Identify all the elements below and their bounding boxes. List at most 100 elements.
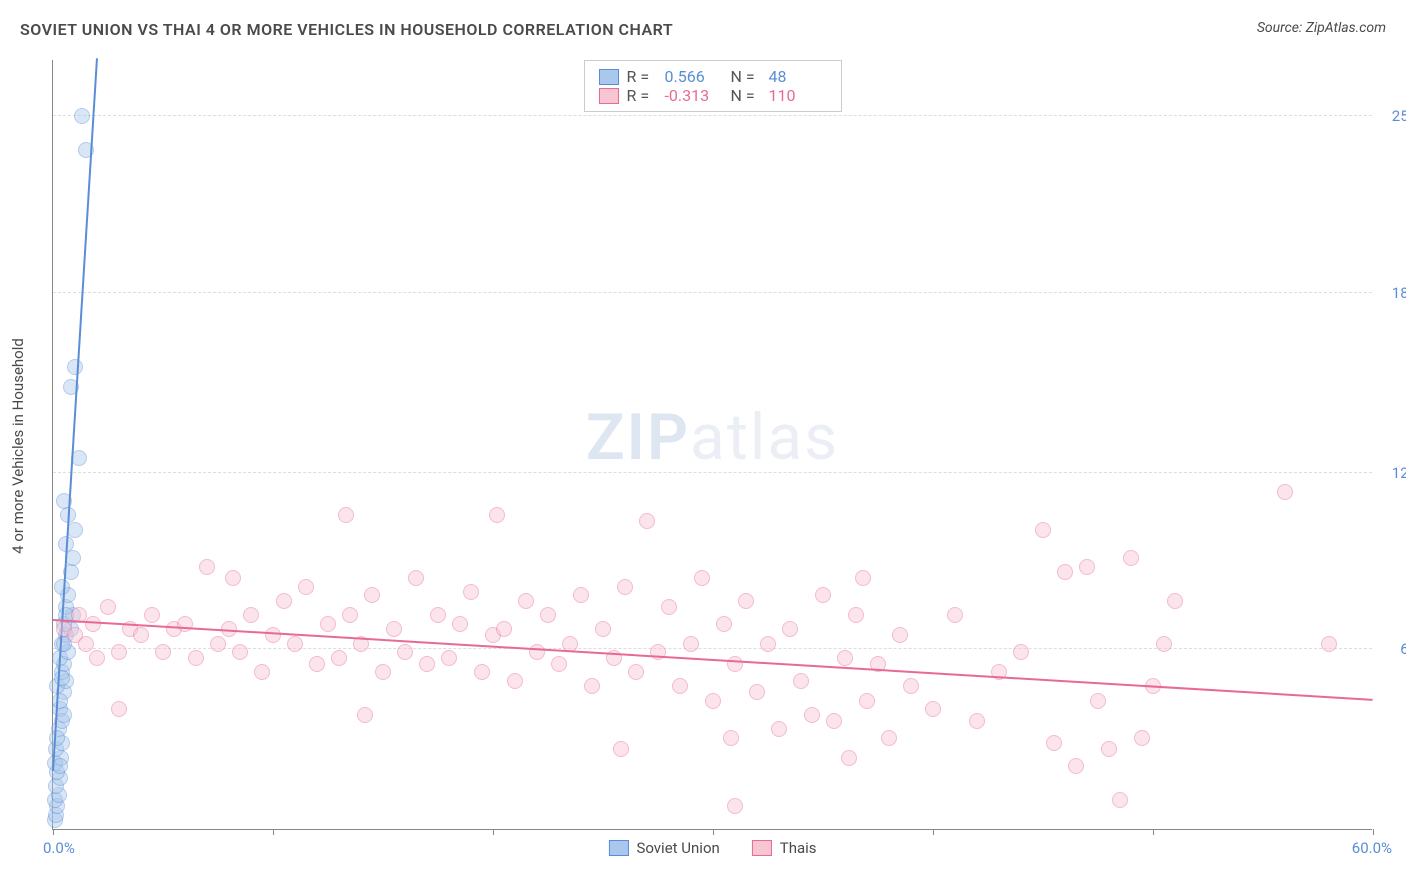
data-point (463, 584, 479, 600)
data-point (67, 359, 83, 375)
legend-swatch (752, 840, 772, 856)
data-point (1068, 758, 1084, 774)
data-point (496, 621, 512, 637)
x-tick (933, 829, 934, 835)
n-label: N = (731, 67, 761, 86)
x-tick (1153, 829, 1154, 835)
data-point (837, 650, 853, 666)
data-point (331, 650, 347, 666)
data-point (595, 621, 611, 637)
data-point (155, 644, 171, 660)
data-point (276, 593, 292, 609)
x-tick (713, 829, 714, 835)
x-tick (1373, 829, 1374, 835)
y-tick-label: 6.3% (1400, 640, 1406, 658)
data-point (54, 670, 70, 686)
chart-title: SOVIET UNION VS THAI 4 OR MORE VEHICLES … (20, 20, 673, 39)
data-point (338, 507, 354, 523)
data-point (111, 644, 127, 660)
data-point (683, 636, 699, 652)
data-point (815, 587, 831, 603)
n-value: 48 (769, 67, 827, 86)
data-point (804, 707, 820, 723)
data-point (881, 730, 897, 746)
data-point (507, 673, 523, 689)
data-point (672, 678, 688, 694)
data-point (309, 656, 325, 672)
r-label: R = (627, 86, 657, 105)
data-point (518, 593, 534, 609)
data-point (1321, 636, 1337, 652)
data-point (848, 607, 864, 623)
data-point (1134, 730, 1150, 746)
r-value: -0.313 (665, 86, 723, 105)
legend-row: R = 0.566 N = 48 (599, 67, 827, 86)
legend-label: Thais (780, 839, 817, 857)
data-point (573, 587, 589, 603)
data-point (903, 678, 919, 694)
data-point (1079, 559, 1095, 575)
data-point (1046, 735, 1062, 751)
watermark: ZIPatlas (586, 400, 839, 475)
data-point (584, 678, 600, 694)
legend-item: Soviet Union (608, 839, 719, 857)
gridline (53, 115, 1372, 116)
legend-swatch (599, 69, 619, 85)
data-point (760, 636, 776, 652)
data-point (716, 616, 732, 632)
data-point (925, 701, 941, 717)
gridline (53, 648, 1372, 649)
data-point (639, 513, 655, 529)
data-point (243, 607, 259, 623)
data-point (826, 713, 842, 729)
data-point (100, 599, 116, 615)
legend-swatch (599, 88, 619, 104)
r-label: R = (627, 67, 657, 86)
data-point (841, 750, 857, 766)
data-point (705, 693, 721, 709)
data-point (210, 636, 226, 652)
data-point (232, 644, 248, 660)
data-point (78, 636, 94, 652)
data-point (1101, 741, 1117, 757)
data-point (54, 579, 70, 595)
data-point (694, 570, 710, 586)
data-point (474, 664, 490, 680)
data-point (551, 656, 567, 672)
x-tick (273, 829, 274, 835)
data-point (1167, 593, 1183, 609)
data-point (727, 656, 743, 672)
data-point (71, 450, 87, 466)
x-tick (53, 829, 54, 835)
data-point (265, 627, 281, 643)
data-point (111, 701, 127, 717)
data-point (540, 607, 556, 623)
source-attribution: Source: ZipAtlas.com (1257, 20, 1386, 36)
data-point (386, 621, 402, 637)
n-value: 110 (769, 86, 827, 105)
legend-item: Thais (752, 839, 817, 857)
r-value: 0.566 (665, 67, 723, 86)
data-point (613, 741, 629, 757)
x-tick (493, 829, 494, 835)
series-legend: Soviet Union Thais (608, 839, 816, 857)
legend-swatch (608, 840, 628, 856)
data-point (947, 607, 963, 623)
data-point (1090, 693, 1106, 709)
data-point (1277, 484, 1293, 500)
y-tick-label: 18.8% (1392, 284, 1406, 302)
data-point (298, 579, 314, 595)
data-point (628, 664, 644, 680)
data-point (320, 616, 336, 632)
data-point (1013, 644, 1029, 660)
data-point (1123, 550, 1139, 566)
data-point (225, 570, 241, 586)
n-label: N = (731, 86, 761, 105)
data-point (89, 650, 105, 666)
data-point (1156, 636, 1172, 652)
trend-line (53, 619, 1373, 701)
data-point (397, 644, 413, 660)
gridline (53, 292, 1372, 293)
x-axis-min-label: 0.0% (43, 839, 75, 857)
data-point (441, 650, 457, 666)
